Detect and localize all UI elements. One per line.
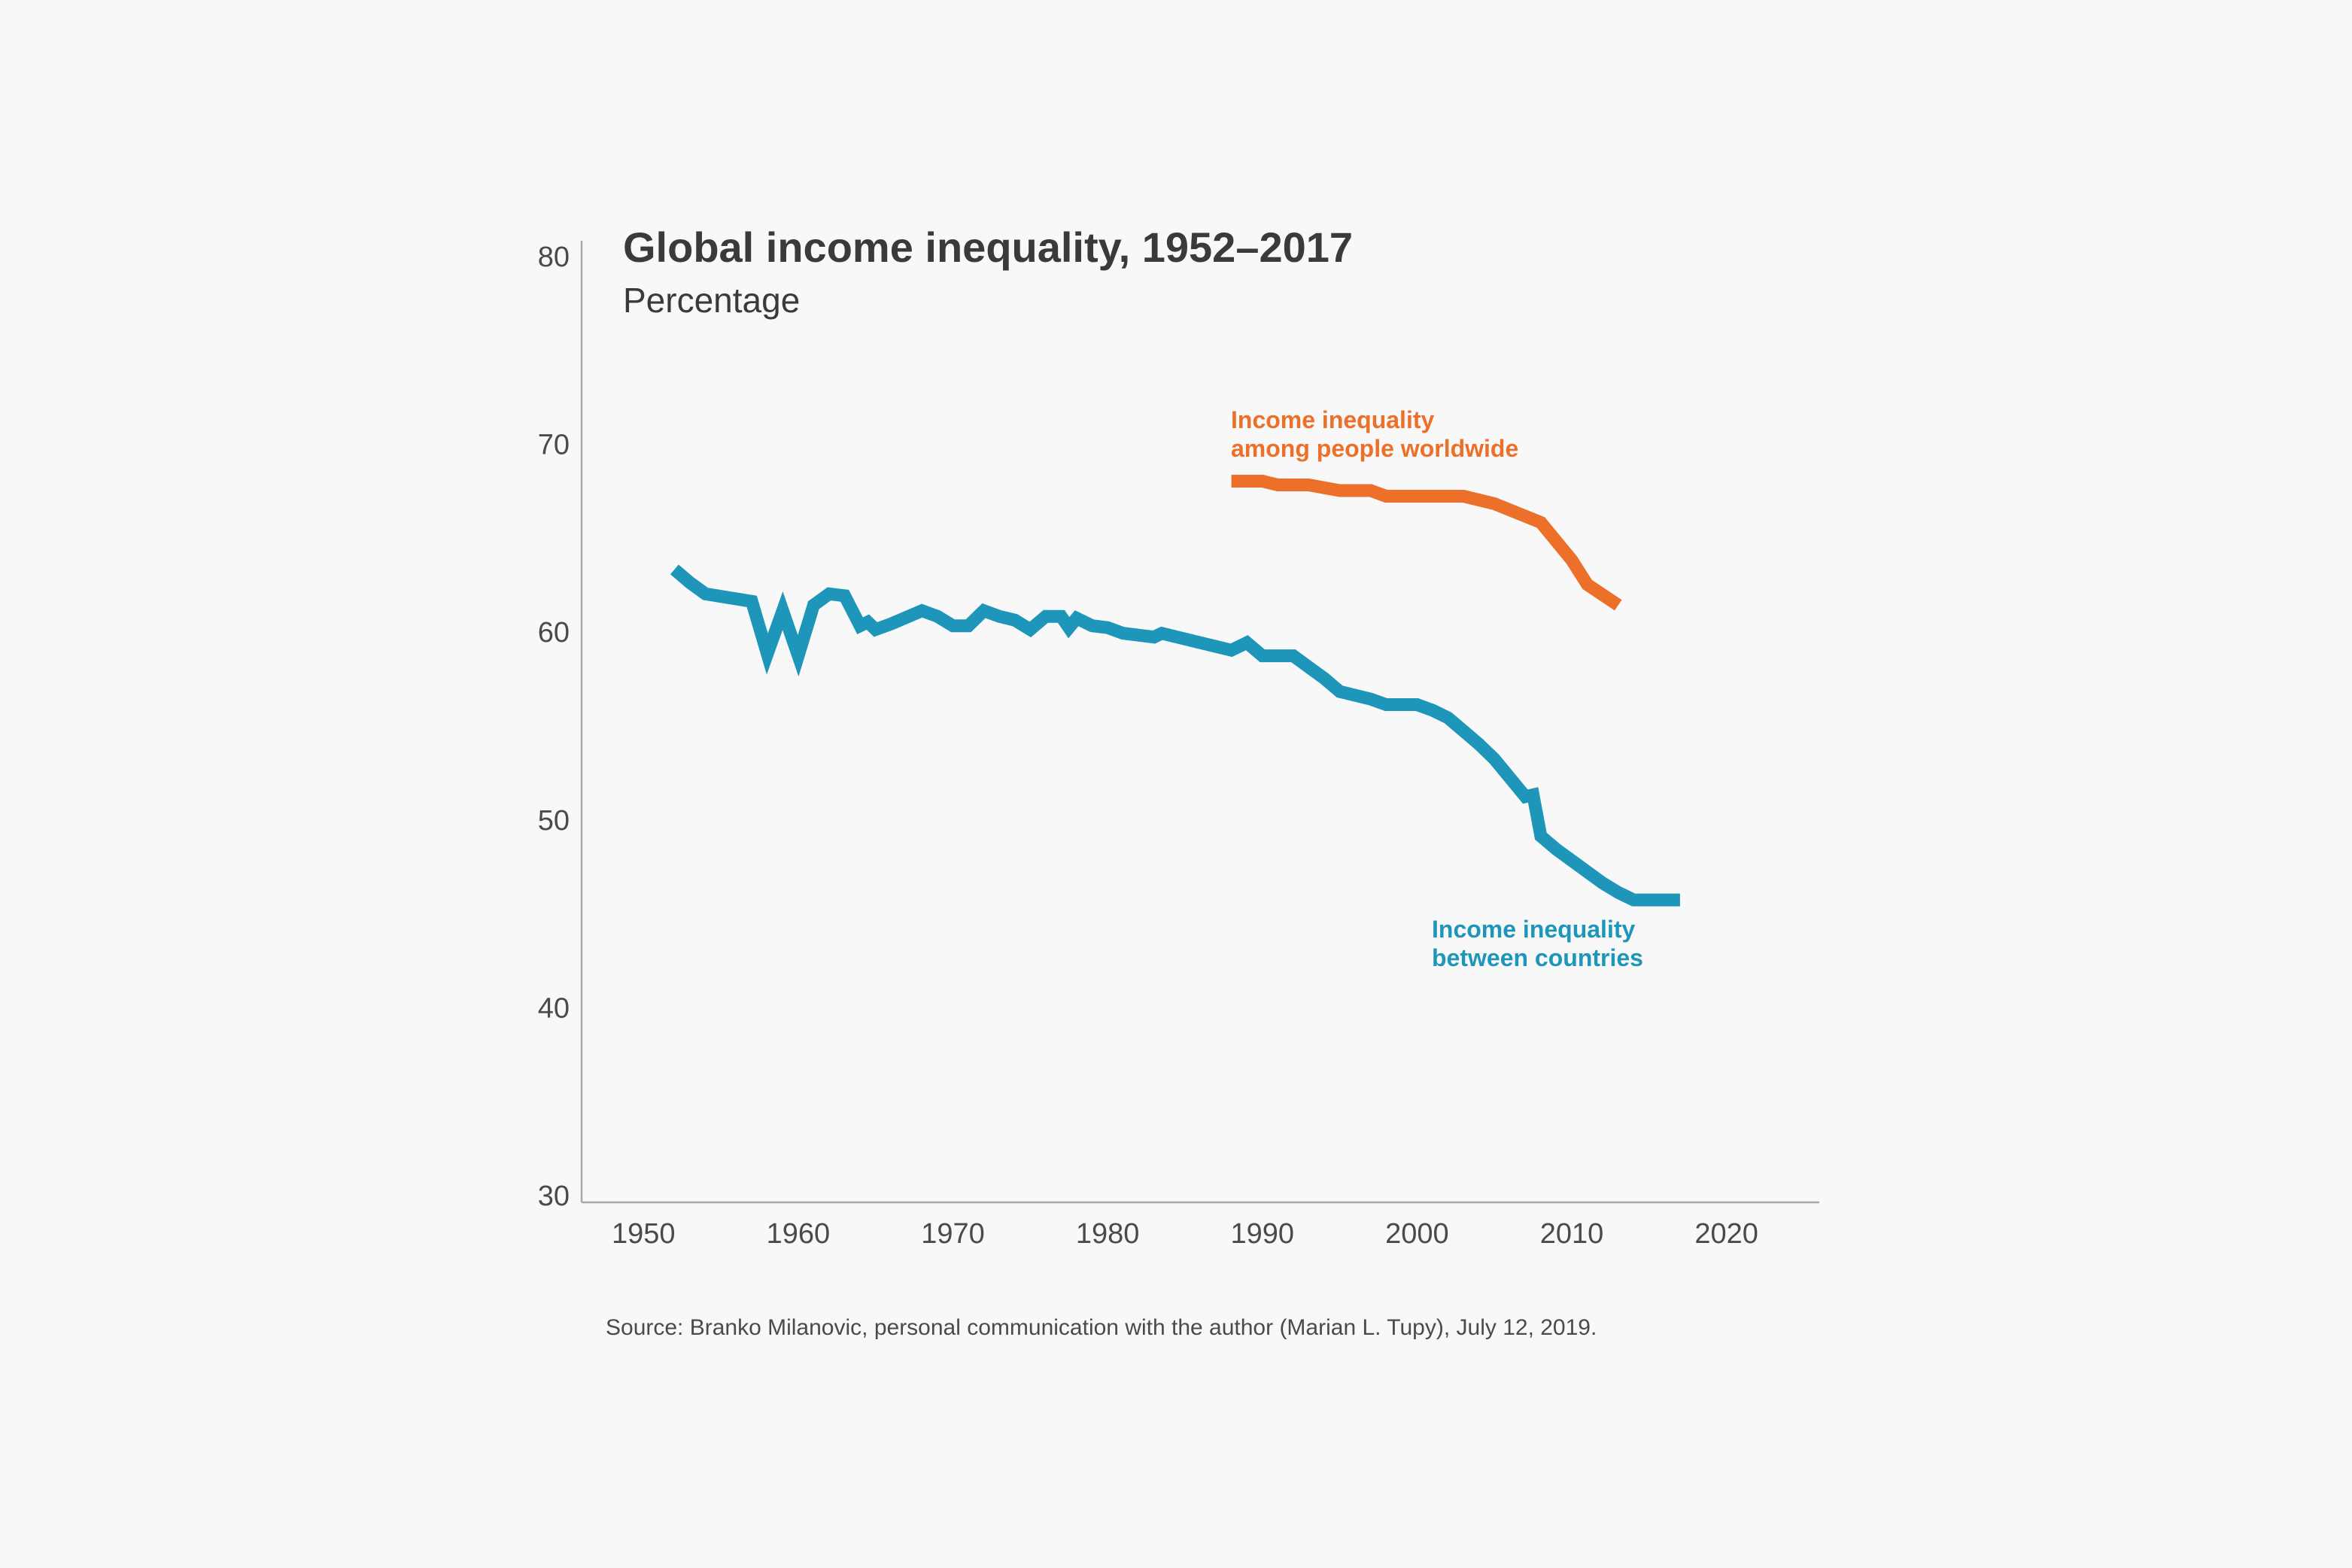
series-line-between-countries	[670, 564, 1680, 907]
series-lines	[670, 475, 1680, 907]
x-tick-label: 1950	[612, 1218, 676, 1250]
y-tick-label: 30	[538, 1181, 570, 1212]
y-tick-label: 80	[538, 242, 570, 273]
y-tick-label: 70	[538, 430, 570, 461]
y-tick-label: 50	[538, 805, 570, 837]
x-tick-label: 1960	[767, 1218, 831, 1250]
chart-title: Global income inequality, 1952–2017	[623, 223, 1353, 271]
series-line-worldwide	[1231, 475, 1622, 611]
x-tick-label: 1980	[1076, 1218, 1140, 1250]
x-axis-ticks: 1950 1960 1970 1980 1990 2000 2010 2020	[612, 1218, 1758, 1250]
x-tick-label: 2010	[1540, 1218, 1604, 1250]
x-tick-label: 2020	[1694, 1218, 1758, 1250]
y-axis-ticks: 30 40 50 60 70 80	[538, 242, 570, 1212]
series-label-worldwide: Income inequality	[1231, 406, 1434, 433]
series-label-between-countries: Income inequality	[1432, 916, 1635, 943]
series-label-worldwide: among people worldwide	[1231, 435, 1518, 462]
x-tick-label: 2000	[1385, 1218, 1449, 1250]
chart-subtitle: Percentage	[623, 281, 800, 320]
y-tick-label: 60	[538, 617, 570, 649]
source-note: Source: Branko Milanovic, personal commu…	[606, 1315, 1597, 1340]
series-label-between-countries: between countries	[1432, 944, 1643, 971]
x-tick-label: 1970	[921, 1218, 985, 1250]
x-tick-label: 1990	[1230, 1218, 1294, 1250]
y-tick-label: 40	[538, 992, 570, 1024]
